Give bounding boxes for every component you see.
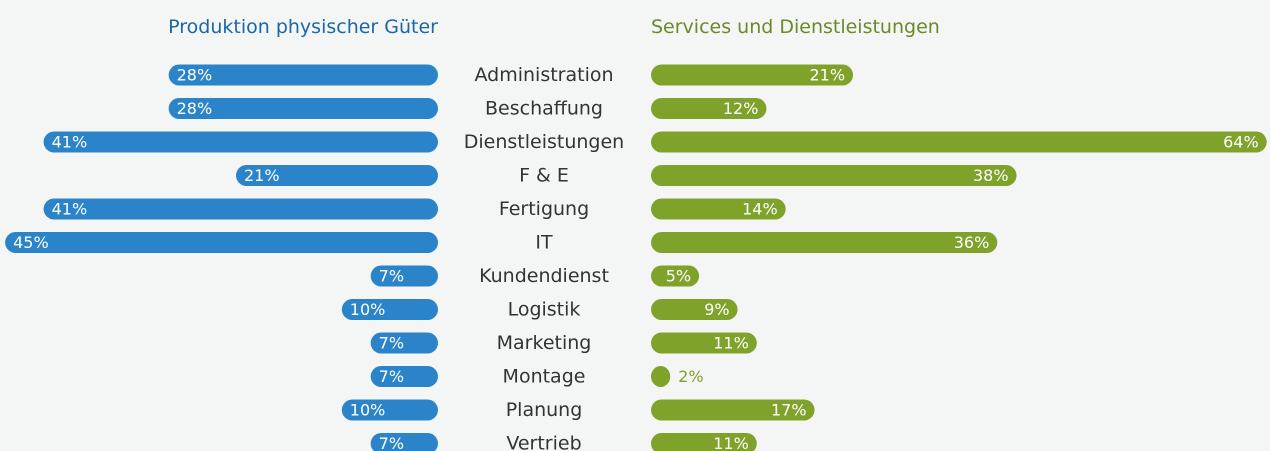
value-label: 21% bbox=[244, 166, 280, 185]
bar bbox=[43, 131, 438, 153]
value-label: 9% bbox=[704, 300, 729, 319]
value-label: 14% bbox=[742, 200, 778, 219]
bar bbox=[370, 265, 438, 287]
value-label: 36% bbox=[954, 233, 990, 252]
value-label: 2% bbox=[678, 367, 703, 386]
category-label: F & E bbox=[519, 165, 569, 187]
category-label: Marketing bbox=[497, 332, 592, 354]
category-label: Planung bbox=[506, 399, 583, 421]
value-label: 45% bbox=[13, 233, 49, 252]
value-label: 17% bbox=[771, 401, 807, 420]
value-label: 41% bbox=[52, 133, 88, 152]
bar bbox=[651, 198, 786, 220]
value-label: 7% bbox=[379, 434, 404, 451]
category-label: Montage bbox=[503, 366, 586, 388]
value-label: 7% bbox=[379, 367, 404, 386]
value-label: 21% bbox=[809, 66, 845, 85]
bar bbox=[341, 399, 438, 421]
bar bbox=[370, 332, 438, 354]
category-label: IT bbox=[535, 232, 553, 254]
value-label: 5% bbox=[666, 267, 691, 286]
value-label: 11% bbox=[713, 334, 749, 353]
bar bbox=[235, 165, 438, 186]
bar bbox=[651, 232, 998, 253]
bar bbox=[370, 433, 438, 451]
bar bbox=[651, 131, 1267, 153]
value-label: 41% bbox=[52, 200, 88, 219]
bar bbox=[651, 433, 757, 451]
right-title: Services und Dienstleistungen bbox=[651, 16, 940, 38]
value-label: 28% bbox=[177, 99, 213, 118]
value-label: 64% bbox=[1223, 133, 1259, 152]
bar bbox=[370, 366, 438, 387]
bar bbox=[651, 98, 767, 119]
bar bbox=[651, 265, 700, 287]
bar bbox=[43, 198, 438, 220]
bar bbox=[168, 64, 438, 86]
category-label: Kundendienst bbox=[479, 265, 609, 287]
bar bbox=[651, 165, 1017, 186]
bar bbox=[651, 332, 757, 354]
bar bbox=[341, 299, 438, 320]
category-label: Vertrieb bbox=[506, 433, 581, 451]
category-label: Fertigung bbox=[499, 198, 589, 220]
value-label: 10% bbox=[350, 300, 386, 319]
value-label: 38% bbox=[973, 166, 1009, 185]
category-label: Logistik bbox=[508, 299, 581, 321]
left-title: Produktion physischer Güter bbox=[168, 16, 438, 38]
category-label: Beschaffung bbox=[485, 98, 603, 120]
bar bbox=[651, 299, 738, 320]
value-label: 11% bbox=[713, 434, 749, 451]
value-label: 7% bbox=[379, 334, 404, 353]
bar bbox=[651, 399, 815, 421]
category-label: Dienstleistungen bbox=[464, 131, 624, 153]
bar bbox=[168, 98, 438, 119]
value-label: 7% bbox=[379, 267, 404, 286]
value-label: 28% bbox=[177, 66, 213, 85]
category-label: Administration bbox=[474, 64, 613, 86]
bar bbox=[5, 232, 438, 253]
value-label: 10% bbox=[350, 401, 386, 420]
value-label: 12% bbox=[723, 99, 759, 118]
bar bbox=[651, 64, 854, 86]
bar bbox=[651, 366, 671, 387]
